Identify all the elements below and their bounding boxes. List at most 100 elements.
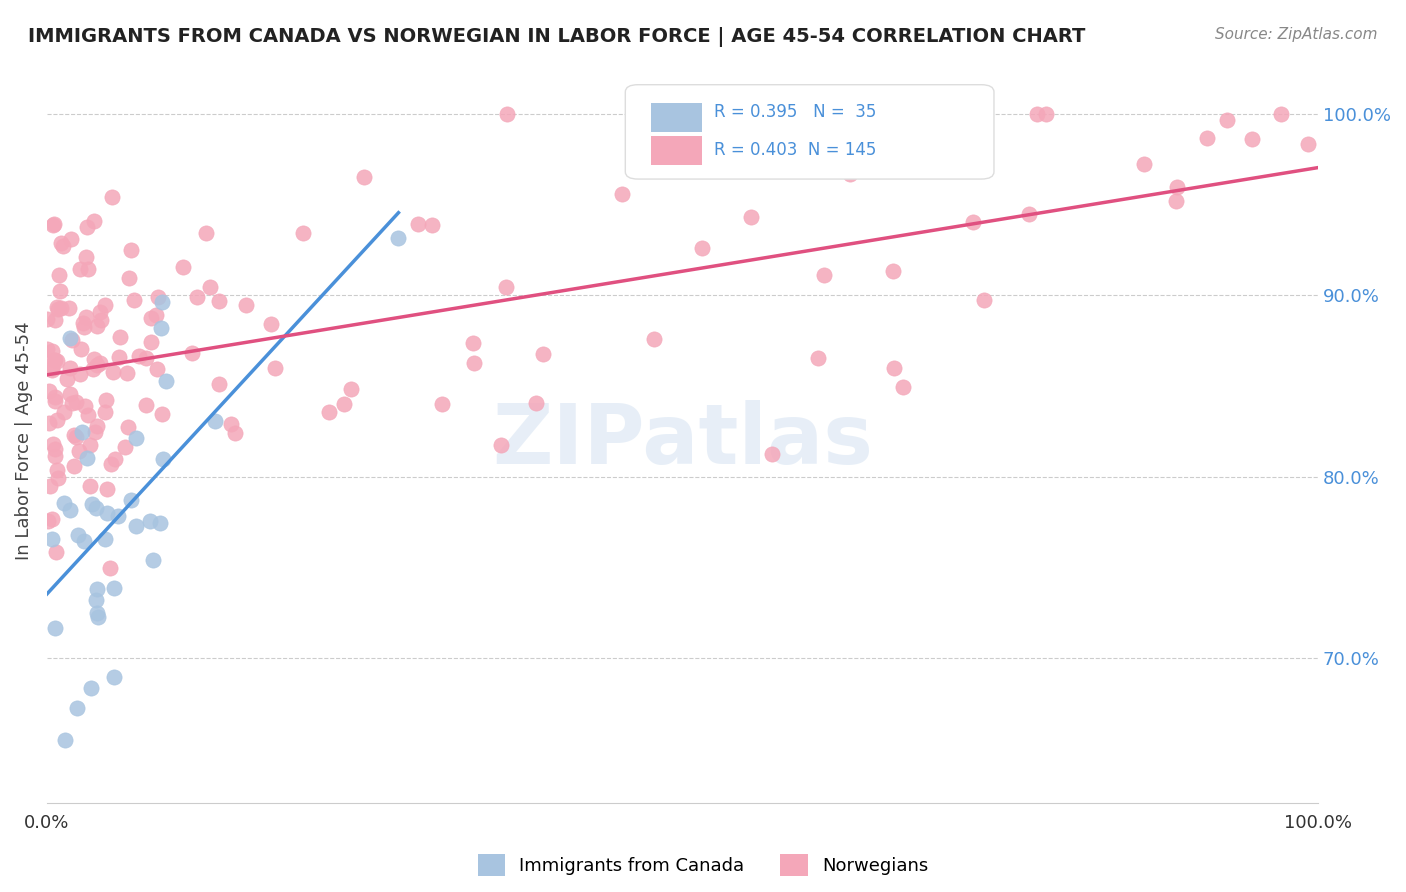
Point xyxy=(66,528,89,542)
Point xyxy=(44,442,66,456)
Point xyxy=(973,293,995,307)
Point xyxy=(420,219,443,233)
Point xyxy=(114,440,136,454)
Point xyxy=(42,217,65,231)
Point xyxy=(125,431,148,445)
Point xyxy=(408,217,430,231)
Point xyxy=(172,260,194,274)
Point xyxy=(94,393,117,408)
Point xyxy=(44,394,66,409)
Point xyxy=(96,482,118,496)
Point xyxy=(181,346,204,360)
Point xyxy=(463,356,485,370)
Point xyxy=(56,371,79,385)
Point xyxy=(69,368,91,382)
Point xyxy=(98,561,121,575)
Point xyxy=(69,261,91,276)
Point xyxy=(46,471,69,485)
Point xyxy=(53,404,76,418)
Point xyxy=(103,670,125,684)
Point xyxy=(60,334,83,348)
Text: R = 0.395   N =  35: R = 0.395 N = 35 xyxy=(714,103,877,120)
Point xyxy=(333,397,356,411)
Point xyxy=(340,382,363,396)
Point xyxy=(60,232,83,246)
Point xyxy=(59,387,82,401)
Point xyxy=(83,214,105,228)
Point xyxy=(44,353,66,368)
Y-axis label: In Labor Force | Age 45-54: In Labor Force | Age 45-54 xyxy=(15,321,32,559)
Point xyxy=(690,241,713,255)
Point xyxy=(208,294,231,309)
Point xyxy=(318,405,340,419)
Point xyxy=(104,452,127,467)
Point xyxy=(62,428,84,442)
Point xyxy=(1035,107,1057,121)
Point xyxy=(839,167,862,181)
Point xyxy=(86,359,108,373)
Point xyxy=(41,343,63,358)
Point xyxy=(80,681,103,696)
Point xyxy=(90,312,112,326)
Point xyxy=(42,437,65,451)
Bar xyxy=(651,136,702,164)
Point xyxy=(135,398,157,412)
Point xyxy=(94,405,117,419)
Point xyxy=(806,351,828,366)
Point xyxy=(52,239,75,253)
Point xyxy=(813,268,835,282)
Point xyxy=(41,512,63,526)
Point xyxy=(149,516,172,530)
Point xyxy=(1133,157,1156,171)
Point xyxy=(58,360,80,375)
Point xyxy=(152,452,174,467)
Point xyxy=(49,236,72,251)
Point xyxy=(87,610,110,624)
Point xyxy=(89,355,111,369)
Point xyxy=(219,417,242,432)
FancyBboxPatch shape xyxy=(626,85,994,179)
Point xyxy=(883,360,905,375)
Point xyxy=(83,352,105,367)
Point xyxy=(77,409,100,423)
Point xyxy=(44,313,66,327)
Point xyxy=(48,268,70,282)
Point xyxy=(1164,194,1187,209)
Point xyxy=(37,342,59,356)
Point xyxy=(224,425,246,440)
Point xyxy=(128,349,150,363)
Point xyxy=(962,214,984,228)
Point xyxy=(69,343,91,357)
Point xyxy=(194,226,217,240)
Point xyxy=(882,264,904,278)
Point xyxy=(84,425,107,439)
Point xyxy=(124,519,146,533)
Point xyxy=(103,581,125,595)
Point xyxy=(198,279,221,293)
Point xyxy=(42,218,65,232)
Point xyxy=(84,501,107,516)
Point xyxy=(118,270,141,285)
Point xyxy=(82,361,104,376)
Point xyxy=(235,298,257,312)
Point xyxy=(260,318,283,332)
Point xyxy=(39,479,62,493)
Point xyxy=(46,353,69,368)
Point xyxy=(120,492,142,507)
Point xyxy=(761,447,783,461)
Point xyxy=(76,220,98,235)
Point xyxy=(117,420,139,434)
Point xyxy=(67,444,90,458)
Point xyxy=(66,701,89,715)
Point xyxy=(1166,180,1188,194)
Point xyxy=(45,545,67,559)
Point xyxy=(44,390,66,404)
Point xyxy=(79,479,101,493)
Point xyxy=(108,350,131,364)
Point xyxy=(142,552,165,566)
Point xyxy=(461,335,484,350)
Point xyxy=(524,395,547,409)
Point xyxy=(84,593,107,607)
Point xyxy=(53,732,76,747)
Point xyxy=(44,352,66,367)
